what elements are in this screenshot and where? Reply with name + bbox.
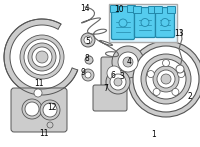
Circle shape — [176, 65, 184, 73]
Circle shape — [123, 57, 133, 67]
Circle shape — [119, 19, 127, 27]
Circle shape — [32, 47, 52, 67]
Text: 7: 7 — [104, 84, 108, 93]
FancyBboxPatch shape — [134, 6, 142, 14]
Text: 12: 12 — [47, 103, 57, 112]
Circle shape — [161, 74, 171, 84]
Circle shape — [162, 60, 170, 66]
Text: 11: 11 — [39, 129, 49, 138]
Text: 6: 6 — [111, 71, 115, 80]
Circle shape — [133, 46, 199, 112]
Circle shape — [28, 43, 56, 71]
Circle shape — [141, 19, 149, 26]
FancyBboxPatch shape — [11, 88, 67, 132]
Circle shape — [147, 71, 154, 78]
Text: 10: 10 — [114, 5, 124, 14]
Circle shape — [112, 46, 144, 78]
FancyBboxPatch shape — [168, 6, 176, 14]
Circle shape — [128, 41, 200, 117]
FancyBboxPatch shape — [101, 57, 127, 89]
FancyBboxPatch shape — [154, 6, 162, 14]
Circle shape — [146, 59, 186, 99]
Circle shape — [43, 103, 57, 117]
Text: 9: 9 — [81, 67, 85, 77]
Circle shape — [106, 70, 130, 94]
Circle shape — [153, 66, 179, 92]
Wedge shape — [4, 19, 78, 95]
Circle shape — [107, 66, 121, 80]
Text: 5: 5 — [86, 37, 90, 46]
FancyBboxPatch shape — [110, 5, 118, 12]
Text: 13: 13 — [174, 29, 184, 38]
Circle shape — [82, 69, 94, 81]
Circle shape — [34, 89, 42, 97]
Circle shape — [25, 102, 39, 116]
Circle shape — [84, 36, 92, 44]
Text: 1: 1 — [152, 130, 156, 139]
Circle shape — [40, 100, 60, 120]
Circle shape — [24, 39, 60, 75]
Wedge shape — [10, 25, 73, 89]
FancyBboxPatch shape — [156, 7, 174, 37]
Text: 3: 3 — [120, 72, 124, 81]
FancyBboxPatch shape — [128, 5, 136, 12]
Text: 2: 2 — [188, 92, 192, 101]
FancyBboxPatch shape — [109, 4, 177, 42]
Circle shape — [22, 99, 42, 119]
Text: 11: 11 — [34, 78, 44, 88]
Circle shape — [47, 122, 53, 128]
Circle shape — [153, 88, 160, 95]
FancyBboxPatch shape — [148, 6, 156, 14]
Circle shape — [85, 56, 93, 64]
Circle shape — [161, 19, 169, 26]
Circle shape — [172, 88, 179, 95]
Text: 4: 4 — [127, 56, 131, 66]
Circle shape — [141, 54, 191, 104]
Text: 8: 8 — [85, 54, 89, 63]
Text: 14: 14 — [80, 4, 90, 13]
FancyBboxPatch shape — [93, 85, 127, 111]
Circle shape — [157, 70, 175, 88]
Circle shape — [118, 52, 138, 72]
FancyBboxPatch shape — [112, 6, 134, 40]
Circle shape — [36, 51, 48, 63]
Circle shape — [81, 33, 95, 47]
Circle shape — [20, 35, 64, 79]
Circle shape — [178, 71, 185, 78]
Circle shape — [85, 72, 91, 78]
Circle shape — [114, 78, 122, 86]
Circle shape — [110, 74, 126, 90]
FancyBboxPatch shape — [134, 7, 156, 37]
